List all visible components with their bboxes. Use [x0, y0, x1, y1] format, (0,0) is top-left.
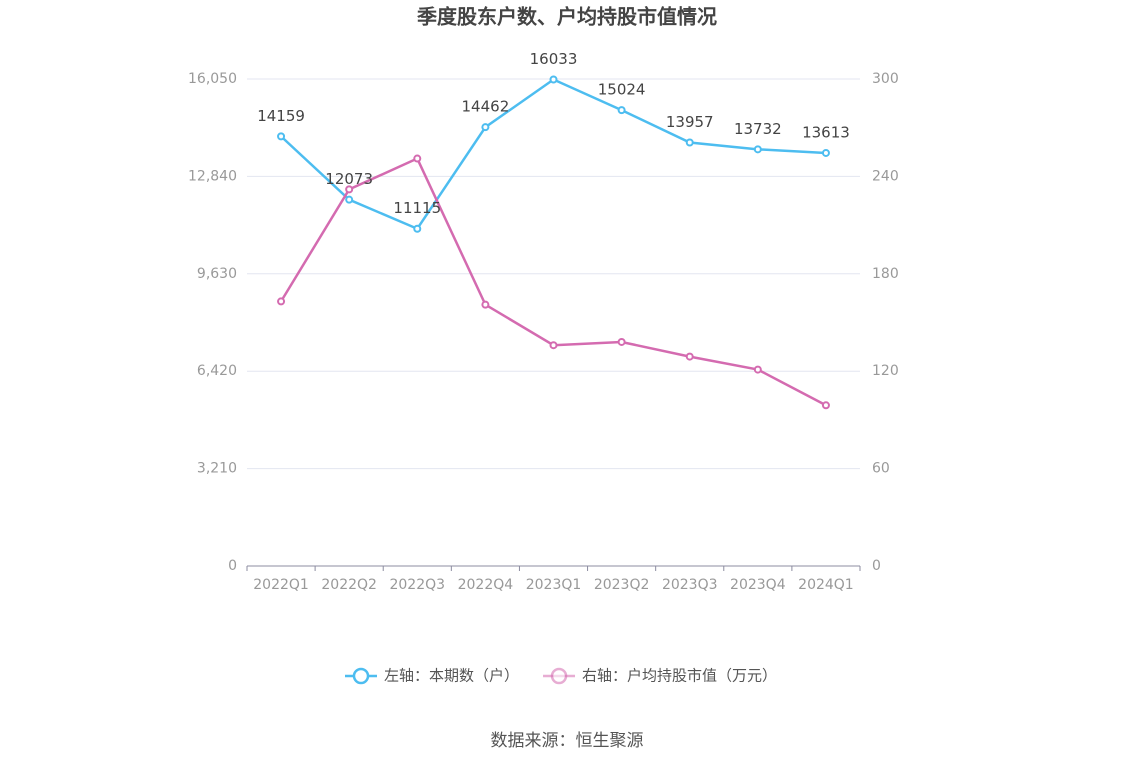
data-label: 13732: [734, 120, 782, 138]
x-tick-label: 2023Q2: [594, 577, 650, 593]
data-label: 13613: [802, 123, 850, 141]
y-tick-label: 3,210: [197, 461, 237, 477]
y-tick-label: 9,630: [197, 266, 237, 282]
y2-tick-label: 0: [872, 558, 881, 574]
y-tick-label: 0: [228, 558, 237, 574]
legend-marker: [550, 667, 568, 685]
x-tick-label: 2023Q1: [526, 577, 582, 593]
data-point: [753, 145, 762, 154]
y-tick-label: 12,840: [188, 168, 237, 184]
x-tick-label: 2023Q3: [662, 577, 718, 593]
legend-label[interactable]: 左轴：本期数（户）: [384, 667, 519, 685]
y-tick-label: 6,420: [197, 363, 237, 379]
x-tick-label: 2022Q4: [458, 577, 514, 593]
data-point: [481, 123, 490, 132]
data-point: [753, 365, 762, 374]
y2-tick-label: 300: [872, 71, 899, 87]
chart-title: 季度股东户数、户均持股市值情况: [416, 5, 717, 29]
data-point: [345, 195, 354, 204]
legend-label[interactable]: 右轴：户均持股市值（万元）: [582, 667, 777, 685]
data-point: [345, 185, 354, 194]
data-point: [481, 300, 490, 309]
data-point: [413, 154, 422, 163]
data-label: 11115: [393, 199, 441, 217]
data-point: [617, 106, 626, 115]
data-point: [549, 341, 558, 350]
x-tick-label: 2022Q2: [321, 577, 377, 593]
x-tick-label: 2022Q3: [389, 577, 445, 593]
data-point: [821, 148, 830, 157]
y2-tick-label: 240: [872, 168, 899, 184]
legend-marker: [352, 667, 370, 685]
y2-tick-label: 120: [872, 363, 899, 379]
data-label: 14159: [257, 107, 305, 125]
data-point: [685, 138, 694, 147]
data-point: [685, 352, 694, 361]
x-tick-label: 2022Q1: [253, 577, 309, 593]
data-label: 13957: [666, 113, 714, 131]
y2-tick-label: 60: [872, 461, 890, 477]
y2-tick-label: 180: [872, 266, 899, 282]
data-point: [617, 337, 626, 346]
data-point: [277, 132, 286, 141]
data-point: [413, 224, 422, 233]
x-tick-label: 2023Q4: [730, 577, 786, 593]
x-tick-label: 2024Q1: [798, 577, 854, 593]
data-point: [277, 297, 286, 306]
data-label: 15024: [598, 81, 646, 99]
data-point: [549, 75, 558, 84]
source: 数据来源：恒生聚源: [491, 731, 644, 751]
data-label: 16033: [530, 50, 578, 68]
data-label: 12073: [325, 170, 373, 188]
series-line: [279, 156, 827, 407]
data-point: [821, 401, 830, 410]
data-label: 14462: [462, 98, 510, 116]
y-tick-label: 16,050: [188, 71, 237, 87]
series-line: [280, 78, 827, 231]
